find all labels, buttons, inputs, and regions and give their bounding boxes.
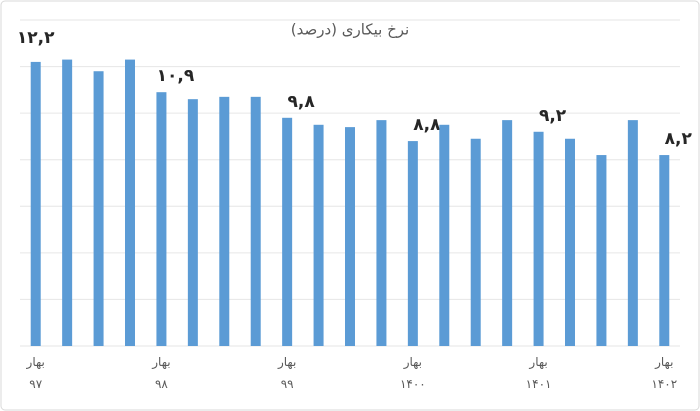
bar — [156, 92, 167, 346]
chart-title: نرخ بیکاری (درصد) — [291, 21, 409, 39]
bar — [627, 120, 638, 346]
data-label: ۸,۲ — [665, 129, 693, 149]
bar — [533, 131, 544, 346]
bar — [345, 127, 355, 346]
bar — [596, 155, 607, 346]
bar — [407, 141, 418, 346]
x-tick-label: بهار ۱۴۰۲ — [651, 355, 677, 391]
x-tick-label: بهار ۹۷ — [26, 355, 45, 391]
bar — [62, 59, 73, 346]
bar — [565, 138, 575, 346]
bar — [125, 59, 135, 346]
bar — [219, 96, 230, 346]
data-label: ۱۰,۹ — [157, 66, 195, 86]
bar — [470, 138, 481, 346]
data-label: ۱۲,۲ — [17, 28, 55, 48]
bar — [502, 120, 513, 346]
bar — [30, 61, 41, 347]
bar — [93, 71, 104, 346]
bar — [282, 117, 293, 346]
x-tick-label: بهار ۱۴۰۱ — [526, 355, 552, 391]
x-tick-label: بهار ۱۴۰۰ — [400, 355, 426, 391]
x-tick-label: بهار ۹۹ — [277, 355, 296, 391]
bar — [659, 155, 670, 346]
bar — [187, 99, 198, 347]
x-tick-label: بهار ۹۸ — [151, 355, 170, 391]
data-label: ۹,۸ — [288, 92, 316, 112]
bar — [376, 120, 387, 346]
bar — [313, 124, 324, 347]
bar — [250, 96, 261, 346]
data-label: ۸,۸ — [413, 115, 441, 135]
bar — [439, 124, 450, 347]
data-label: ۹,۲ — [539, 106, 567, 126]
